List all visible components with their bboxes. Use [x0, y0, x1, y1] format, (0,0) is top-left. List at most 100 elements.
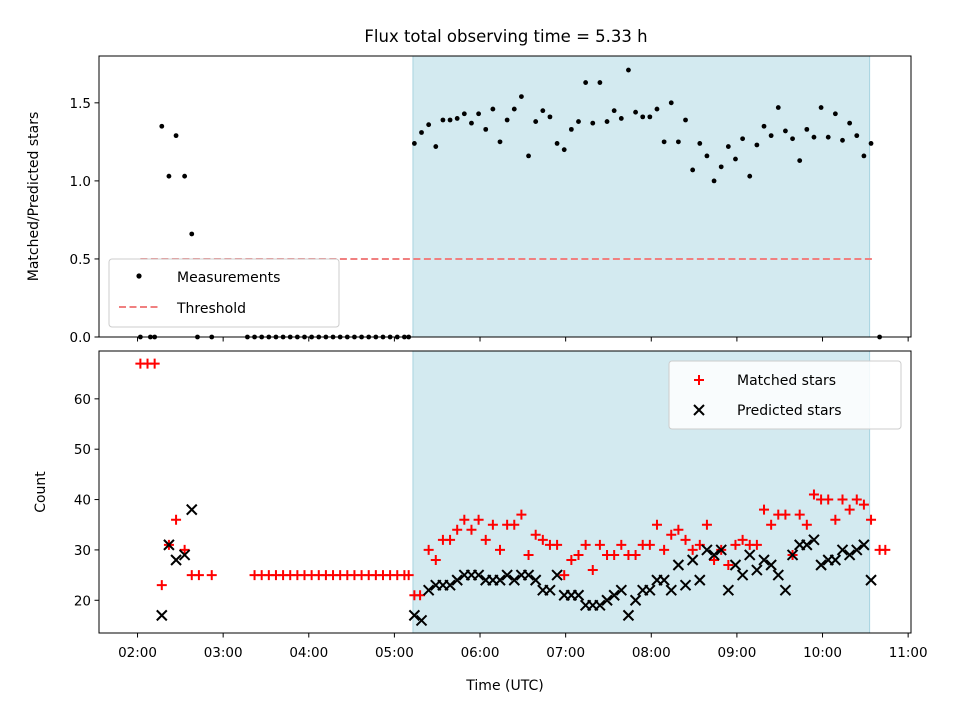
data-point: [609, 549, 620, 560]
data-point: [765, 559, 777, 571]
data-point: [533, 119, 539, 124]
data-point: [618, 116, 624, 121]
legend-measurements-label: Measurements: [177, 270, 280, 286]
data-point: [673, 524, 684, 535]
data-point: [837, 494, 848, 505]
data-point: [768, 133, 774, 139]
data-point: [594, 539, 605, 550]
data-point: [830, 514, 841, 525]
data-point: [718, 164, 724, 170]
data-point: [508, 574, 520, 586]
data-point: [711, 178, 717, 184]
bottom-panel: 20 30 40 50 60 Count 02:00 03:00 04:00 05:00 06:00…: [33, 350, 928, 694]
data-point: [509, 519, 520, 530]
data-point: [573, 549, 584, 560]
data-point: [403, 570, 414, 581]
x-tick-label: 11:00: [889, 645, 928, 661]
data-point: [801, 519, 812, 530]
data-point: [554, 141, 560, 146]
x-tick-label: 06:00: [461, 645, 500, 661]
data-point: [495, 544, 506, 555]
data-point: [661, 139, 667, 145]
data-point: [722, 584, 735, 596]
data-point: [163, 539, 175, 551]
data-point: [166, 173, 172, 179]
data-point: [783, 128, 788, 134]
data-point: [611, 108, 617, 114]
data-point: [178, 549, 191, 561]
data-point: [668, 100, 674, 106]
data-point: [808, 489, 819, 500]
data-point: [447, 117, 453, 123]
data-point: [466, 524, 477, 535]
data-point: [452, 524, 463, 535]
data-point: [171, 514, 182, 525]
data-point: [415, 614, 428, 627]
y-tick-label: 0.5: [70, 252, 91, 268]
data-point: [616, 539, 627, 550]
data-point: [690, 167, 696, 173]
data-point: [476, 111, 481, 117]
data-point: [594, 599, 606, 612]
data-point: [844, 504, 855, 515]
data-point: [654, 106, 660, 112]
x-tick-label: 04:00: [289, 645, 328, 661]
series-matched-stars: [135, 358, 891, 601]
data-point: [501, 569, 513, 581]
data-point: [786, 549, 799, 561]
data-point: [836, 544, 849, 556]
x-tick-label: 05:00: [375, 645, 414, 661]
data-point: [675, 139, 681, 145]
data-point: [490, 106, 496, 112]
data-point: [601, 594, 613, 606]
data-point: [701, 544, 713, 556]
data-point: [861, 153, 867, 159]
data-point: [633, 109, 638, 115]
data-point: [561, 147, 567, 153]
data-point: [461, 111, 467, 117]
data-point: [544, 584, 556, 596]
data-point: [473, 514, 484, 525]
x-tick-label: 07:00: [546, 645, 585, 661]
data-point: [451, 574, 463, 586]
legend-top: Measurements Threshold: [108, 258, 340, 328]
data-point: [811, 134, 817, 140]
data-point: [630, 549, 641, 560]
data-point: [156, 609, 168, 622]
x-tick-label: 02:00: [118, 645, 157, 661]
x-tick-label: 09:00: [717, 645, 756, 661]
data-point: [559, 570, 570, 581]
data-point: [408, 609, 421, 622]
data-point: [759, 504, 770, 515]
data-point: [423, 544, 434, 555]
legend-threshold-label: Threshold: [176, 301, 246, 317]
data-point: [840, 137, 845, 143]
data-point: [851, 494, 862, 505]
data-point: [522, 569, 535, 581]
data-point: [415, 590, 426, 601]
data-point: [683, 117, 688, 123]
data-point: [590, 120, 596, 126]
data-point: [440, 117, 446, 123]
data-point: [740, 136, 746, 142]
bottom-axes-frame: [98, 350, 912, 634]
x-tick-label: 10:00: [803, 645, 842, 661]
data-point: [804, 126, 810, 132]
data-point: [433, 144, 439, 149]
data-point: [504, 117, 510, 123]
data-point: [156, 580, 167, 591]
data-point: [580, 539, 591, 550]
bottom-y-axis-label: Count: [33, 471, 49, 513]
data-point: [808, 534, 820, 546]
legend-bottom: Matched stars Predicted stars: [668, 360, 902, 430]
data-point: [206, 570, 217, 581]
data-point: [193, 570, 204, 581]
y-tick-label: 40: [74, 493, 91, 509]
data-point: [704, 153, 710, 159]
data-point: [568, 126, 574, 132]
data-point: [530, 529, 541, 540]
data-point: [494, 574, 506, 586]
data-point: [583, 80, 589, 85]
y-tick-label: 30: [74, 543, 91, 559]
